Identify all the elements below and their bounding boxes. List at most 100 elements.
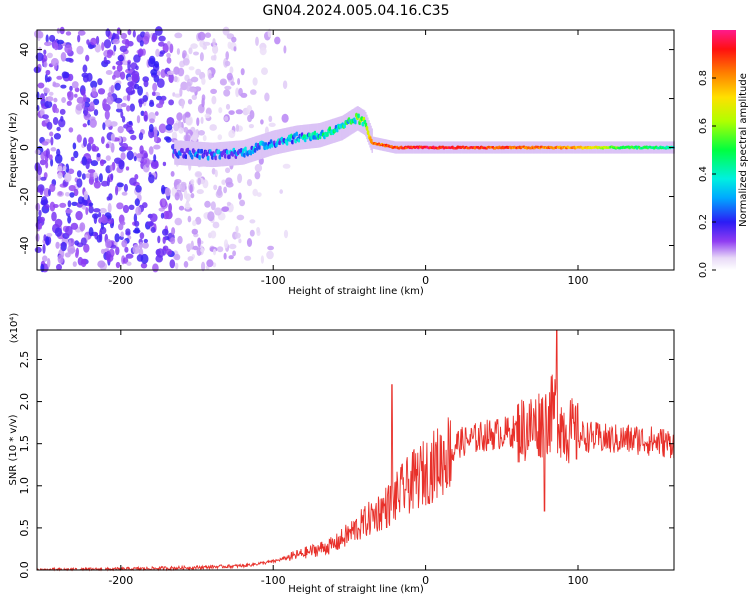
y-tick-label: 0 xyxy=(18,144,31,151)
noise-blob xyxy=(68,185,76,192)
noise-blob xyxy=(137,85,144,96)
noise-blob xyxy=(110,84,115,94)
trace-halo xyxy=(217,142,220,167)
noise-blob xyxy=(225,167,231,174)
noise-blob xyxy=(120,110,124,119)
trace-point xyxy=(257,145,262,150)
trace-point xyxy=(308,132,312,138)
noise-blob xyxy=(72,142,77,150)
noise-blob xyxy=(252,188,258,197)
trace-point xyxy=(223,153,227,159)
trace-halo xyxy=(215,142,218,167)
noise-blob xyxy=(212,221,220,229)
noise-blob xyxy=(162,228,169,236)
noise-blob xyxy=(44,41,52,47)
noise-blob xyxy=(158,41,165,47)
trace-point xyxy=(198,155,202,160)
noise-blob xyxy=(103,39,112,49)
trace-point xyxy=(184,154,188,160)
noise-blob xyxy=(102,99,107,109)
colorbar-ticks: 0.0 0.2 0.4 0.6 0.8 xyxy=(698,70,716,278)
noise-blob xyxy=(268,122,276,128)
noise-blob xyxy=(90,80,98,89)
noise-blob xyxy=(234,232,241,239)
noise-blob xyxy=(97,88,106,95)
trace-halo xyxy=(361,109,364,134)
noise-blob xyxy=(39,159,47,166)
noise-blob xyxy=(254,163,263,173)
noise-blob xyxy=(43,172,48,179)
noise-blob xyxy=(105,155,111,162)
noise-blob xyxy=(240,68,245,76)
noise-blob xyxy=(279,189,284,194)
noise-blob xyxy=(192,132,198,142)
trace-point xyxy=(206,155,210,161)
noise-blob xyxy=(129,177,137,186)
noise-blob xyxy=(49,34,56,42)
noise-blob xyxy=(208,73,212,80)
noise-blob xyxy=(116,182,124,188)
noise-blob xyxy=(98,173,103,183)
noise-blob xyxy=(140,262,148,269)
noise-blob xyxy=(201,77,206,85)
noise-blob xyxy=(209,124,217,131)
trace-halo xyxy=(295,125,298,151)
noise-blob xyxy=(135,185,142,193)
noise-blob xyxy=(150,69,158,76)
noise-blob xyxy=(186,243,193,251)
noise-blob xyxy=(60,52,67,62)
trace-point xyxy=(200,148,204,154)
noise-blob xyxy=(46,52,53,59)
noise-blob xyxy=(244,255,252,261)
noise-blob xyxy=(45,161,49,169)
trace-point xyxy=(295,131,299,137)
snr-panel: -200 -100 0 100 0.0 0.5 1.0 1.5 2.0 2.5 Height o… xyxy=(8,313,675,595)
noise-blob xyxy=(107,202,112,213)
noise-blob xyxy=(176,48,180,55)
noise-blob xyxy=(149,99,154,105)
noise-blob xyxy=(165,124,173,131)
noise-blob xyxy=(164,187,171,197)
noise-blob xyxy=(142,242,149,249)
noise-blob xyxy=(76,170,82,178)
noise-blob xyxy=(57,172,63,179)
noise-blob xyxy=(202,179,209,189)
noise-blob xyxy=(116,64,123,72)
noise-blob xyxy=(210,88,218,94)
snr-frame xyxy=(36,329,675,571)
noise-blob xyxy=(143,80,149,88)
noise-blob xyxy=(173,253,181,261)
noise-blob xyxy=(150,226,156,233)
colorbar-tick-label: 0.6 xyxy=(698,118,709,134)
noise-blob xyxy=(114,82,121,91)
noise-blob xyxy=(121,142,129,150)
y-tick-label: 0.5 xyxy=(18,519,31,537)
trace-halo xyxy=(260,134,262,159)
noise-blob xyxy=(216,246,224,253)
noise-blob xyxy=(178,205,185,211)
noise-blob xyxy=(125,166,130,171)
noise-blob xyxy=(52,117,59,125)
noise-blob xyxy=(37,165,43,176)
noise-blob xyxy=(114,233,120,243)
noise-blob xyxy=(39,222,43,230)
noise-blob xyxy=(88,227,94,237)
trace-point xyxy=(228,154,232,160)
noise-blob xyxy=(79,222,86,232)
noise-blob xyxy=(70,156,75,162)
noise-blob xyxy=(82,64,88,73)
noise-blob xyxy=(212,38,216,46)
noise-blob xyxy=(81,99,86,109)
trace-halo xyxy=(291,126,293,151)
noise-blob xyxy=(97,78,103,86)
noise-blob xyxy=(188,47,193,55)
noise-blob xyxy=(110,173,114,181)
trace-halo xyxy=(192,141,194,166)
noise-blob xyxy=(176,184,182,190)
noise-blob xyxy=(204,32,212,38)
noise-blob xyxy=(164,136,171,141)
noise-blob xyxy=(66,100,72,106)
noise-blob xyxy=(190,43,198,49)
noise-blob xyxy=(45,69,51,76)
y-tick-label: 1.0 xyxy=(18,477,31,495)
